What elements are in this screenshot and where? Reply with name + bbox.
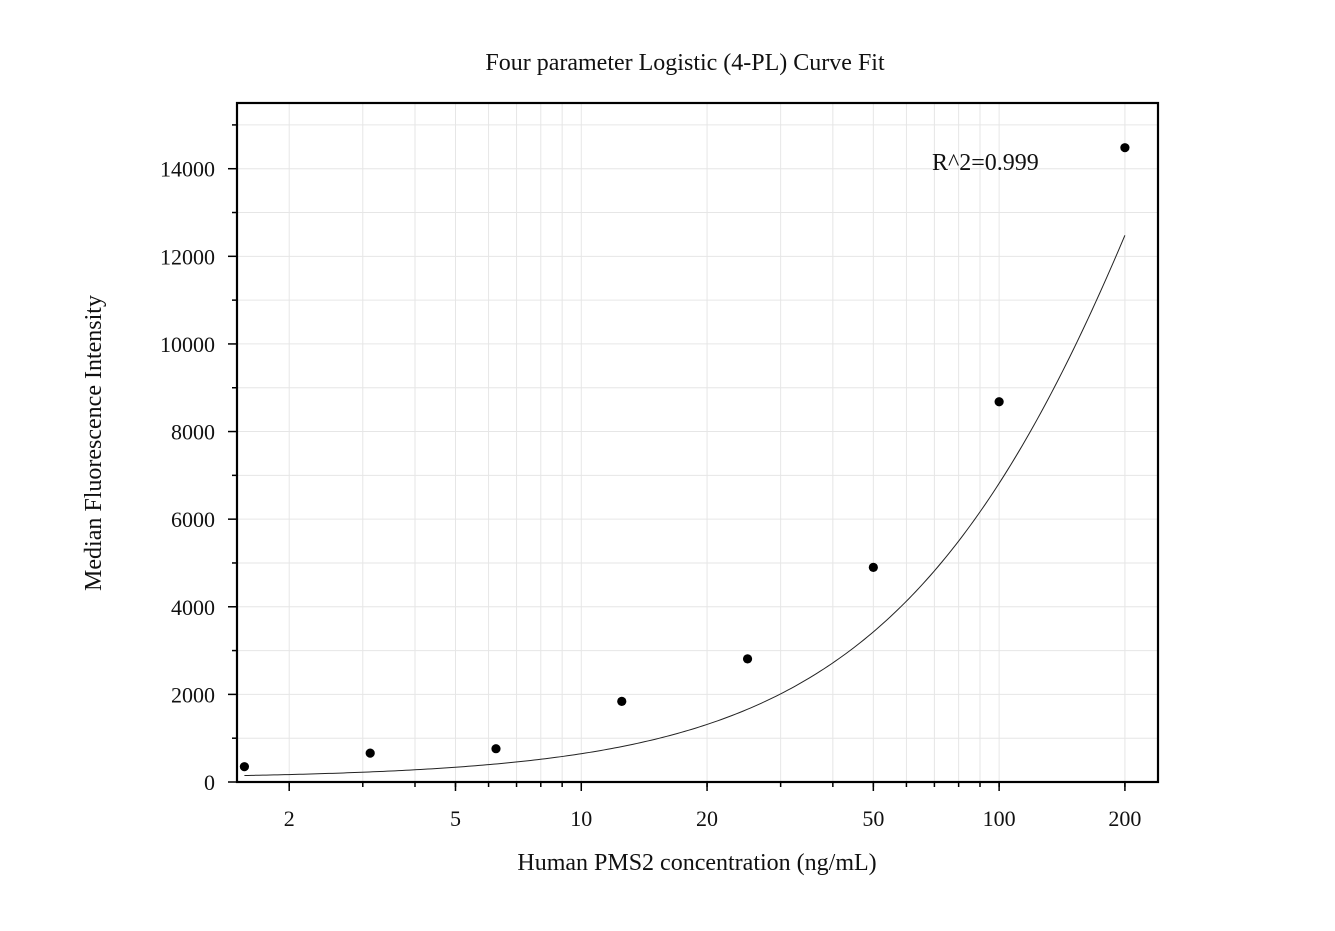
data-points <box>239 143 1130 772</box>
y-tick-label: 14000 <box>160 157 215 182</box>
x-tick-label: 5 <box>450 806 461 831</box>
x-tick-label: 10 <box>570 806 592 831</box>
r-squared-annotation: R^2=0.999 <box>932 150 1039 176</box>
y-tick-label: 10000 <box>160 332 215 357</box>
fit-curve-line <box>244 235 1126 777</box>
plot-frame <box>235 101 1160 784</box>
y-tick-label: 4000 <box>171 595 215 620</box>
x-tick-label: 20 <box>696 806 718 831</box>
y-tick-label: 2000 <box>171 682 215 707</box>
y-tick-label: 6000 <box>171 507 215 532</box>
chart-title: Four parameter Logistic (4-PL) Curve Fit <box>485 50 885 76</box>
grid-lines <box>237 103 1158 782</box>
data-point <box>742 654 753 664</box>
data-point <box>994 397 1004 407</box>
data-point <box>365 748 375 758</box>
y-axis-label: Median Fluorescence Intensity <box>81 295 107 591</box>
y-tick-label: 8000 <box>171 420 215 445</box>
x-axis-label: Human PMS2 concentration (ng/mL) <box>517 850 876 876</box>
y-tick-label: 0 <box>204 770 215 795</box>
data-point <box>868 562 878 572</box>
x-tick-label: 50 <box>862 806 884 831</box>
y-tick-label: 12000 <box>160 244 215 269</box>
data-point <box>1120 143 1130 153</box>
x-tick-label: 100 <box>983 806 1016 831</box>
tick-labels: 2 5 10 20 50 100 20002000400060008000100001200… <box>160 157 1141 831</box>
data-point <box>617 696 627 706</box>
data-point <box>491 744 501 754</box>
axis-ticks <box>228 124 1126 791</box>
data-point <box>239 762 250 772</box>
x-tick-label: 200 <box>1108 806 1141 831</box>
x-tick-label: 2 <box>284 806 295 831</box>
